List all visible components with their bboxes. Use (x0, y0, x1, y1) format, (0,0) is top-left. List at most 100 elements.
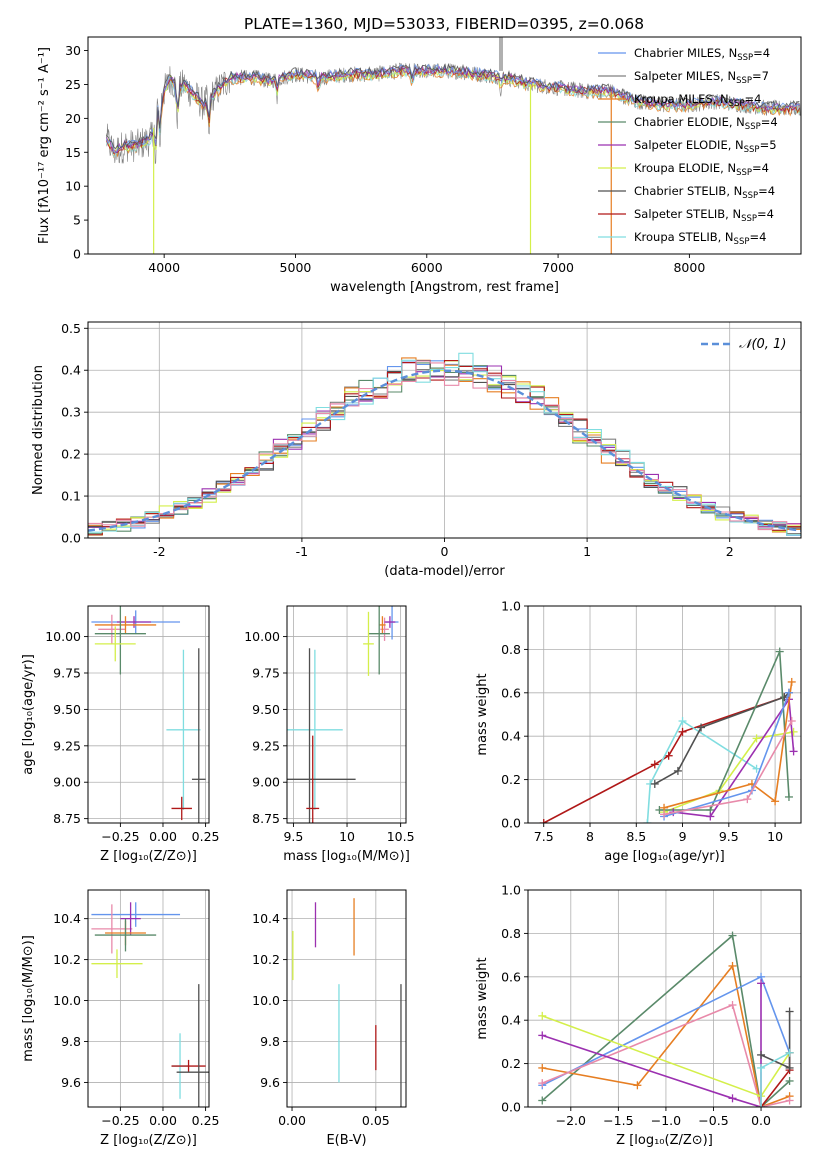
model-spectrum (105, 63, 800, 154)
y-tick-label: 10.2 (53, 952, 81, 967)
x-tick-label: 1 (583, 544, 591, 559)
plot-area (91, 606, 206, 823)
weight-line (541, 1003, 790, 1107)
axes-mass-vs-z: −0.25 0.00 0.25 9.6 9.8 10.0 10.2 10.4 Z [log₁₀(… (21, 889, 220, 1148)
weight-marker (785, 1007, 794, 1016)
y-tick-label: 9.50 (53, 702, 81, 717)
y-axis-label: Flux [fλ10⁻¹⁷ erg cm⁻² s⁻¹ A⁻¹] (37, 47, 52, 244)
axes-frame (87, 321, 802, 539)
x-axis-label: E(B-V) (326, 1133, 366, 1148)
y-tick-label: 30 (65, 43, 81, 58)
y-tick-label: 10.0 (53, 993, 81, 1008)
x-tick-label: 10 (339, 829, 355, 844)
y-tick-label: 10.4 (252, 911, 280, 926)
y-tick-label: 0.4 (501, 1013, 521, 1028)
y-tick-label: 9.50 (252, 702, 280, 717)
axes-frame (527, 889, 802, 1108)
y-tick-label: 10.0 (252, 993, 280, 1008)
x-tick-label: 0.00 (149, 829, 177, 844)
y-tick-label: 0.1 (61, 489, 81, 504)
y-tick-label: 9.00 (252, 775, 280, 790)
weight-line (541, 934, 791, 1107)
x-tick-label: −2.0 (556, 1113, 586, 1128)
x-tick-label: 0.25 (192, 829, 220, 844)
plot-area (105, 37, 801, 254)
weight-line (646, 719, 758, 823)
legend-entry: Salpeter ELODIE, NSSP=5 (634, 138, 777, 155)
x-tick-label: 5000 (280, 260, 312, 275)
x-axis-label: mass [log₁₀(M/M⊙)] (283, 849, 410, 864)
y-tick-label: 10 (65, 179, 81, 194)
y-tick-label: 9.25 (252, 738, 280, 753)
weight-marker (752, 734, 761, 743)
legend-count: =4 (753, 46, 770, 60)
y-tick-label: 0.0 (501, 1100, 521, 1115)
x-axis-label: Z [log₁₀(Z/Z⊙)] (616, 1133, 713, 1148)
x-tick-label: 9 (679, 829, 687, 844)
x-axis-label: age [log₁₀(age/yr)] (604, 849, 725, 864)
weight-line (663, 731, 794, 813)
weight-marker (784, 688, 793, 697)
weight-marker (655, 805, 664, 814)
legend-entry: Salpeter STELIB, NSSP=4 (634, 207, 774, 224)
legend-entry: Kroupa STELIB, NSSP=4 (634, 230, 766, 247)
axes-spectrum: 4000 5000 6000 7000 8000 0 5 10 15 20 25 30 waveleng… (37, 36, 802, 295)
y-tick-label: 0.4 (61, 363, 81, 378)
weight-marker (743, 795, 752, 804)
legend-entry: 𝒩(0, 1) (739, 337, 786, 352)
weight-marker (697, 723, 706, 732)
y-tick-label: 8.75 (252, 811, 280, 826)
weight-marker (538, 1063, 547, 1072)
axes-age-vs-z: −0.25 0.00 0.25 8.75 9.00 9.25 9.50 9.75 10.00 Z … (21, 605, 220, 864)
residual-histogram (88, 360, 801, 531)
gridlines (287, 890, 406, 1107)
weight-marker (784, 792, 793, 801)
legend-count: =7 (752, 69, 769, 83)
weight-marker (728, 931, 737, 940)
y-tick-label: 9.8 (260, 1034, 280, 1049)
x-axis-label: Z [log₁₀(Z/Z⊙)] (100, 1133, 197, 1148)
x-tick-label: −1.0 (651, 1113, 681, 1128)
y-tick-label: 8.75 (53, 811, 81, 826)
legend-subscript: SSP (737, 53, 753, 63)
axes-frame (286, 889, 407, 1108)
weight-marker (785, 1096, 794, 1105)
weight-marker (673, 766, 682, 775)
y-tick-label: 10.2 (252, 952, 280, 967)
x-tick-label: 0.00 (278, 1113, 306, 1128)
y-tick-label: 1.0 (501, 883, 521, 898)
y-tick-label: 0.6 (501, 685, 521, 700)
gaussian-curve (88, 369, 801, 532)
weight-marker (757, 979, 766, 988)
y-tick-label: 0.8 (501, 642, 521, 657)
weight-marker (785, 1063, 794, 1072)
weight-line (542, 983, 762, 1107)
y-tick-label: 0.4 (501, 729, 521, 744)
weight-marker (678, 717, 687, 726)
y-tick-label: 0.8 (501, 926, 521, 941)
weight-marker (775, 647, 784, 656)
y-axis-label: mass weight (475, 673, 490, 755)
y-tick-label: 20 (65, 111, 81, 126)
legend-entry: Chabrier MILES, NSSP=4 (634, 46, 770, 63)
axes-frame (87, 36, 802, 255)
legend-entry: Salpeter MILES, NSSP=7 (634, 69, 769, 86)
y-tick-label: 1.0 (501, 599, 521, 614)
legend: Chabrier MILES, NSSP=4 Salpeter MILES, NS… (598, 46, 778, 247)
x-tick-label: 0.05 (362, 1113, 390, 1128)
x-tick-label: −1.5 (603, 1113, 633, 1128)
y-tick-label: 0.6 (501, 969, 521, 984)
weight-marker (633, 1081, 642, 1090)
legend-count: =5 (760, 138, 777, 152)
y-tick-label: 0 (73, 247, 81, 262)
legend-count: =4 (761, 115, 778, 129)
x-tick-label: −0.25 (101, 1113, 139, 1128)
x-tick-label: -1 (296, 544, 308, 559)
weight-marker (538, 1096, 547, 1105)
model-spectrum (106, 63, 800, 150)
y-tick-label: 25 (65, 77, 81, 92)
x-tick-label: −0.25 (101, 829, 139, 844)
weight-marker (538, 1079, 547, 1088)
y-tick-label: 0.2 (501, 772, 521, 787)
